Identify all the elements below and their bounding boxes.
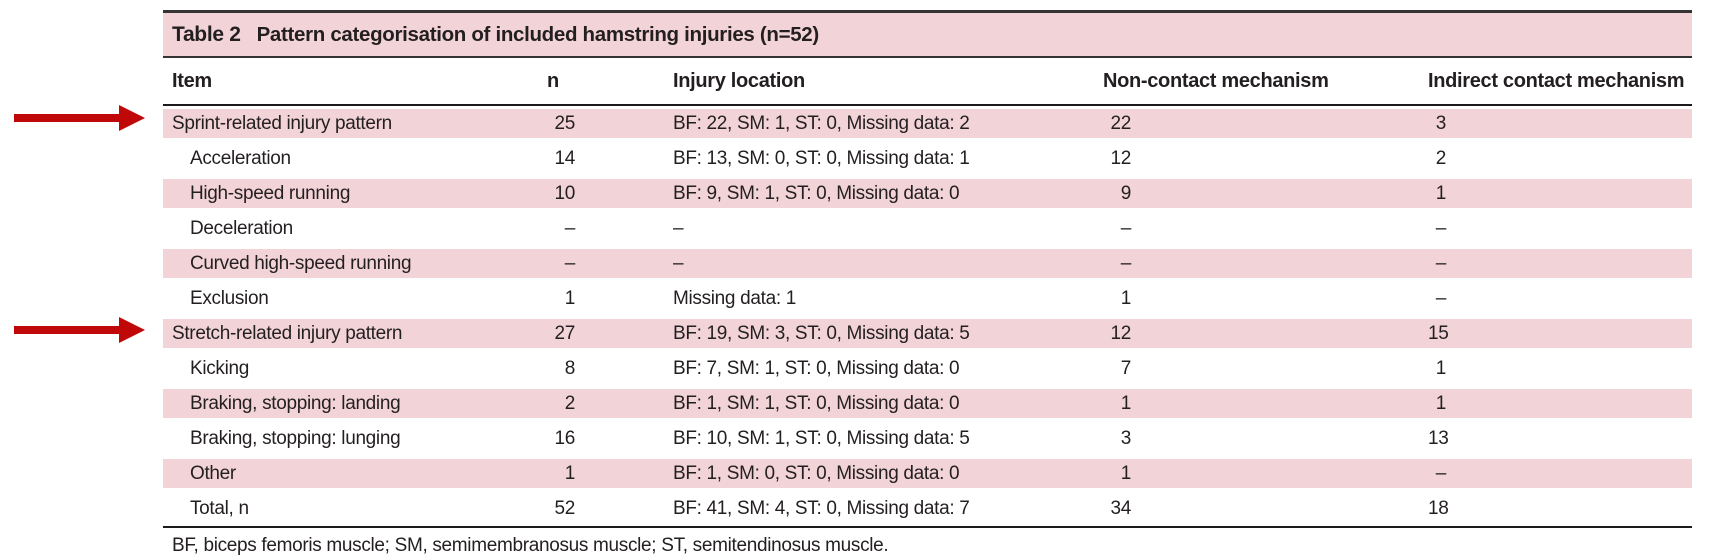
table-row: Kicking 8 BF: 7, SM: 1, ST: 0, Missing d… xyxy=(163,351,1692,386)
table-row: Braking, stopping: lunging 16 BF: 10, SM… xyxy=(163,421,1692,456)
table-row: High-speed running 10 BF: 9, SM: 1, ST: … xyxy=(163,176,1692,211)
column-header-injury-location: Injury location xyxy=(673,69,805,92)
cell-injury-location: BF: 1, SM: 0, ST: 0, Missing data: 0 xyxy=(673,462,960,484)
cell-non-contact: – xyxy=(1120,217,1132,239)
table-row: Braking, stopping: landing 2 BF: 1, SM: … xyxy=(163,386,1692,421)
cell-injury-location: BF: 22, SM: 1, ST: 0, Missing data: 2 xyxy=(673,112,970,134)
cell-indirect-contact: 1 xyxy=(1435,182,1447,204)
cell-injury-location: BF: 13, SM: 0, ST: 0, Missing data: 1 xyxy=(673,147,970,169)
table-title-band: Table 2 Pattern categorisation of includ… xyxy=(163,13,1692,56)
cell-item: Other xyxy=(190,462,236,484)
column-header-n: n xyxy=(547,69,559,92)
cell-non-contact: 1 xyxy=(1120,392,1132,414)
cell-n: – xyxy=(564,217,576,239)
table-label: Table 2 xyxy=(172,22,241,46)
cell-item: Braking, stopping: lunging xyxy=(190,427,401,449)
table-body: Sprint-related injury pattern 25 BF: 22,… xyxy=(163,106,1692,526)
cell-indirect-contact: 1 xyxy=(1435,357,1447,379)
cell-indirect-contact: 15 xyxy=(1428,322,1449,344)
cell-n: 2 xyxy=(564,392,576,414)
table-footnote: BF, biceps femoris muscle; SM, semimembr… xyxy=(172,535,889,556)
cell-n: 16 xyxy=(554,427,576,449)
cell-item: Sprint-related injury pattern xyxy=(172,112,392,134)
cell-n: 52 xyxy=(554,497,576,519)
table-bottom-rule xyxy=(163,526,1692,528)
cell-injury-location: BF: 41, SM: 4, ST: 0, Missing data: 7 xyxy=(673,497,970,519)
arrow-head xyxy=(119,105,145,131)
table-row: Deceleration – – – – xyxy=(163,211,1692,246)
cell-item: Exclusion xyxy=(190,287,269,309)
column-header-indirect-contact: Indirect contact mechanism xyxy=(1428,69,1685,92)
cell-n: 8 xyxy=(564,357,576,379)
cell-item: Stretch-related injury pattern xyxy=(172,322,403,344)
table-row: Total, n 52 BF: 41, SM: 4, ST: 0, Missin… xyxy=(163,491,1692,526)
cell-non-contact: 12 xyxy=(1110,322,1132,344)
cell-indirect-contact: 18 xyxy=(1428,497,1449,519)
cell-injury-location: BF: 10, SM: 1, ST: 0, Missing data: 5 xyxy=(673,427,970,449)
cell-item: Kicking xyxy=(190,357,250,379)
table-2: Table 2 Pattern categorisation of includ… xyxy=(163,10,1692,557)
table-top-rule xyxy=(163,10,1692,13)
arrow-shaft xyxy=(14,326,123,334)
cell-injury-location: BF: 9, SM: 1, ST: 0, Missing data: 0 xyxy=(673,182,960,204)
cell-non-contact: – xyxy=(1120,252,1132,274)
header-bottom-rule xyxy=(163,104,1692,106)
cell-injury-location: – xyxy=(673,252,684,274)
cell-n: 27 xyxy=(554,322,576,344)
cell-non-contact: 3 xyxy=(1120,427,1132,449)
cell-non-contact: 1 xyxy=(1120,287,1132,309)
annotation-arrow-stretch-icon xyxy=(14,317,145,343)
cell-injury-location: BF: 19, SM: 3, ST: 0, Missing data: 5 xyxy=(673,322,970,344)
cell-item: Total, n xyxy=(190,497,249,519)
cell-indirect-contact: 2 xyxy=(1435,147,1447,169)
cell-indirect-contact: – xyxy=(1435,217,1447,239)
table-row: Other 1 BF: 1, SM: 0, ST: 0, Missing dat… xyxy=(163,456,1692,491)
cell-injury-location: BF: 7, SM: 1, ST: 0, Missing data: 0 xyxy=(673,357,960,379)
column-header-non-contact: Non-contact mechanism xyxy=(1103,69,1329,92)
table-row: Exclusion 1 Missing data: 1 1 – xyxy=(163,281,1692,316)
cell-indirect-contact: – xyxy=(1435,252,1447,274)
cell-non-contact: 34 xyxy=(1110,497,1132,519)
table-row: Stretch-related injury pattern 27 BF: 19… xyxy=(163,316,1692,351)
cell-indirect-contact: 3 xyxy=(1435,112,1447,134)
table-row: Sprint-related injury pattern 25 BF: 22,… xyxy=(163,106,1692,141)
cell-n: 10 xyxy=(554,182,576,204)
cell-non-contact: 9 xyxy=(1120,182,1132,204)
cell-indirect-contact: – xyxy=(1435,462,1447,484)
cell-indirect-contact: – xyxy=(1435,287,1447,309)
cell-injury-location: – xyxy=(673,217,684,239)
cell-item: Curved high-speed running xyxy=(190,252,412,274)
annotation-arrow-sprint-icon xyxy=(14,105,145,131)
arrow-shaft xyxy=(14,114,123,122)
cell-non-contact: 12 xyxy=(1110,147,1132,169)
cell-item: Braking, stopping: landing xyxy=(190,392,401,414)
cell-non-contact: 7 xyxy=(1120,357,1132,379)
cell-indirect-contact: 1 xyxy=(1435,392,1447,414)
cell-n: 14 xyxy=(554,147,576,169)
cell-n: 1 xyxy=(564,462,576,484)
cell-n: 1 xyxy=(564,287,576,309)
table-row: Acceleration 14 BF: 13, SM: 0, ST: 0, Mi… xyxy=(163,141,1692,176)
cell-n: 25 xyxy=(554,112,576,134)
cell-non-contact: 22 xyxy=(1110,112,1132,134)
arrow-head xyxy=(119,317,145,343)
cell-item: Deceleration xyxy=(190,217,293,239)
cell-item: High-speed running xyxy=(190,182,351,204)
table-title: Pattern categorisation of included hamst… xyxy=(256,22,820,46)
cell-n: – xyxy=(564,252,576,274)
cell-item: Acceleration xyxy=(190,147,291,169)
cell-injury-location: BF: 1, SM: 1, ST: 0, Missing data: 0 xyxy=(673,392,960,414)
table-row: Curved high-speed running – – – – xyxy=(163,246,1692,281)
column-header-item: Item xyxy=(172,69,212,92)
cell-injury-location: Missing data: 1 xyxy=(673,287,796,309)
cell-non-contact: 1 xyxy=(1120,462,1132,484)
table-header-row: Item n Injury location Non-contact mecha… xyxy=(163,58,1692,104)
cell-indirect-contact: 13 xyxy=(1428,427,1449,449)
title-bottom-rule xyxy=(163,56,1692,58)
